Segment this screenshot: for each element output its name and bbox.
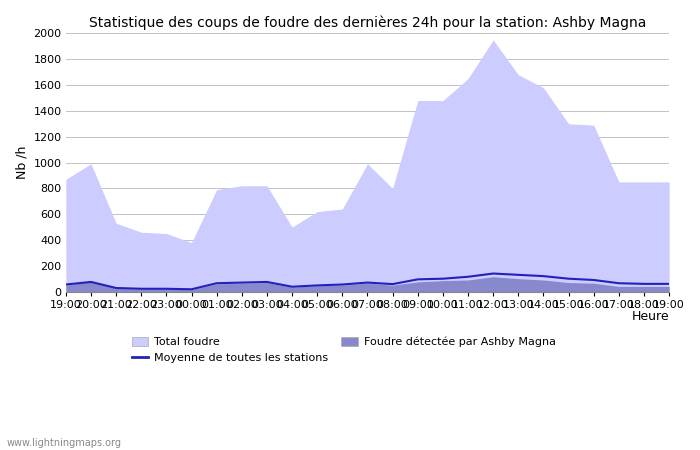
- Legend: Total foudre, Moyenne de toutes les stations, Foudre détectée par Ashby Magna, : Total foudre, Moyenne de toutes les stat…: [132, 337, 556, 364]
- Title: Statistique des coups de foudre des dernières 24h pour la station: Ashby Magna: Statistique des coups de foudre des dern…: [89, 15, 646, 30]
- Y-axis label: Nb /h: Nb /h: [15, 146, 28, 179]
- Text: www.lightningmaps.org: www.lightningmaps.org: [7, 438, 122, 448]
- Text: Heure: Heure: [631, 310, 669, 323]
